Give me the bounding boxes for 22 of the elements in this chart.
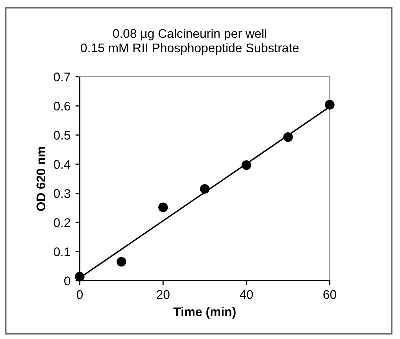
point — [75, 272, 85, 282]
point — [325, 100, 335, 110]
y-tick-label: 0.5 — [54, 131, 70, 140]
point — [200, 184, 210, 194]
y-axis-title: OD 620 nm — [36, 147, 46, 212]
y-tick-label: 0.4 — [54, 160, 71, 170]
x-tick-label: 20 — [157, 290, 170, 300]
point — [158, 202, 168, 212]
y-tick-label: 0.2 — [54, 218, 70, 228]
point — [116, 257, 127, 267]
y-tick-label: 0.6 — [54, 102, 70, 111]
x-axis-title: Time (min) — [174, 307, 236, 319]
x-tick-label: 60 — [324, 290, 336, 300]
y-tick-label: 0.3 — [54, 189, 70, 198]
point — [242, 160, 252, 170]
chart-title: 0.08 µg Calcineurin per well 0.15 mM RII Phosphopeptide Substrate — [81, 28, 299, 56]
x-tick-label: 0 — [77, 290, 83, 300]
y-tick-label: 0.1 — [54, 248, 70, 257]
point — [283, 132, 294, 142]
y-tick-label: 0 — [64, 276, 70, 286]
x-tick-label: 40 — [240, 290, 254, 300]
y-tick-label: 0.7 — [54, 72, 70, 82]
